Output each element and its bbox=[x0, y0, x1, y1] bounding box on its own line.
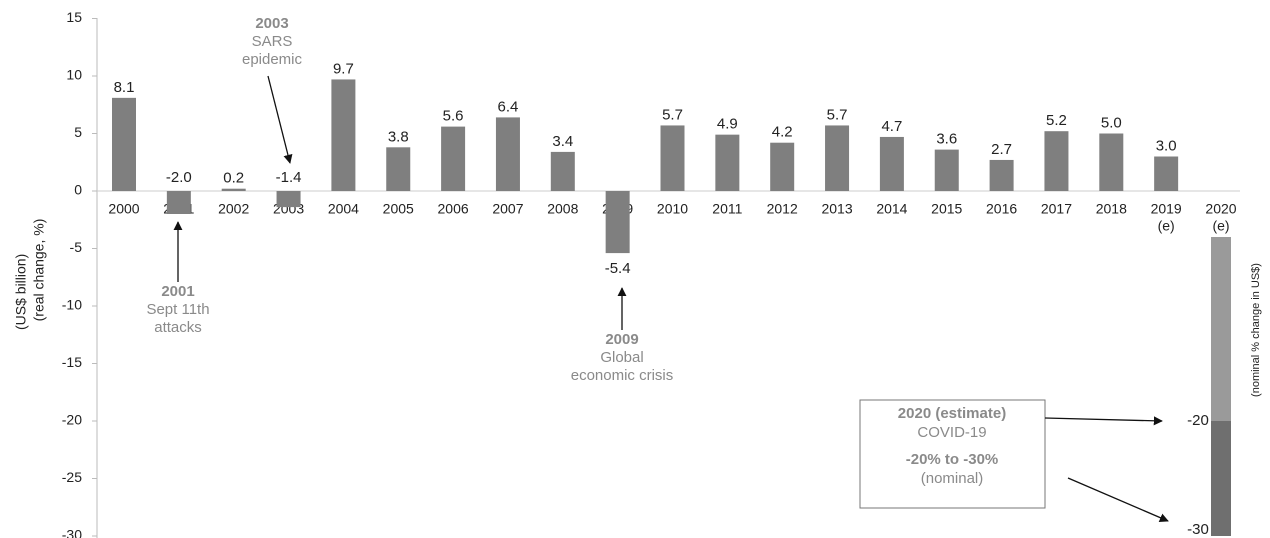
x-tick-label: 2004 bbox=[328, 201, 359, 217]
value-label: -5.4 bbox=[605, 260, 631, 277]
x-tick-label: 2008 bbox=[547, 201, 578, 217]
x-tick-label: 2012 bbox=[767, 201, 798, 217]
bar bbox=[276, 191, 301, 208]
bar bbox=[386, 147, 411, 191]
value-label: 4.9 bbox=[717, 116, 738, 133]
value-label: 3.6 bbox=[936, 131, 957, 148]
value-label: 5.7 bbox=[662, 106, 683, 123]
y2-axis-label: (nominal % change in US$) bbox=[1250, 263, 1262, 397]
y-axis-label-cut: (US$ billion) bbox=[13, 254, 29, 330]
bar bbox=[1099, 133, 1124, 191]
annotation-text: attacks bbox=[154, 319, 202, 336]
estimate-label: -30 bbox=[1187, 521, 1209, 538]
value-label: -1.4 bbox=[276, 169, 302, 186]
x-tick-label: 2007 bbox=[492, 201, 523, 217]
bar bbox=[495, 117, 520, 191]
value-label: 3.8 bbox=[388, 128, 409, 145]
box-range: -20% to -30% bbox=[906, 451, 999, 468]
y-tick-label: -20 bbox=[62, 412, 82, 428]
bar bbox=[934, 149, 959, 191]
bar bbox=[770, 142, 795, 191]
y-tick-label: 5 bbox=[74, 124, 82, 140]
annotation-text: SARS bbox=[252, 33, 293, 50]
arrow bbox=[1067, 477, 1169, 522]
y-tick-label: -15 bbox=[62, 354, 82, 370]
value-label: 4.2 bbox=[772, 124, 793, 141]
estimate-label: -20 bbox=[1187, 412, 1209, 429]
arrow bbox=[267, 75, 293, 164]
value-label: 5.7 bbox=[827, 106, 848, 123]
value-label: 5.2 bbox=[1046, 112, 1067, 129]
annotation-title: 2009 bbox=[605, 331, 638, 348]
bar bbox=[550, 151, 575, 191]
box-title: 2020 (estimate) bbox=[898, 405, 1006, 422]
y-tick-label: -30 bbox=[62, 527, 82, 538]
x-tick-label: 2006 bbox=[438, 201, 469, 217]
note-box bbox=[859, 399, 1046, 509]
x-tick-label: 2018 bbox=[1096, 201, 1127, 217]
bar bbox=[166, 191, 191, 214]
bar bbox=[221, 188, 246, 191]
value-label: 9.7 bbox=[333, 60, 354, 77]
x-tick-label: 2020 bbox=[1205, 201, 1236, 217]
bar bbox=[605, 191, 630, 254]
bar bbox=[1154, 156, 1179, 191]
value-label: 5.0 bbox=[1101, 114, 1122, 131]
x-tick-label: 2005 bbox=[383, 201, 414, 217]
box-subtitle: COVID-19 bbox=[917, 424, 986, 441]
bar bbox=[879, 136, 904, 191]
x-tick-label: 2011 bbox=[712, 201, 742, 217]
y-axis-label: (real change, %) bbox=[31, 219, 47, 322]
annotation-text: economic crisis bbox=[571, 367, 674, 384]
arrow bbox=[1044, 416, 1163, 426]
bar bbox=[112, 97, 136, 191]
x-tick-note: (e) bbox=[1212, 218, 1229, 234]
x-tick-label: 2000 bbox=[108, 201, 139, 217]
y-tick-label: 15 bbox=[66, 9, 82, 25]
x-tick-label: 2013 bbox=[821, 201, 852, 217]
x-tick-label: 2017 bbox=[1041, 201, 1072, 217]
bar bbox=[715, 134, 740, 191]
box-note: (nominal) bbox=[921, 470, 984, 487]
annotation-text: epidemic bbox=[242, 51, 303, 68]
y-tick-label: 0 bbox=[74, 182, 82, 198]
x-tick-note: (e) bbox=[1158, 218, 1175, 234]
estimate-bar bbox=[1211, 237, 1231, 421]
annotation-text: Global bbox=[600, 349, 643, 366]
annotation-text: Sept 11th bbox=[146, 301, 209, 318]
value-label: -2.0 bbox=[166, 169, 192, 186]
x-tick-label: 2016 bbox=[986, 201, 1017, 217]
value-label: 6.4 bbox=[498, 98, 519, 115]
value-label: 0.2 bbox=[223, 170, 244, 187]
value-label: 3.0 bbox=[1156, 137, 1177, 154]
x-tick-label: 2002 bbox=[218, 201, 249, 217]
x-tick-label: 2014 bbox=[876, 201, 907, 217]
estimate-bar bbox=[1211, 421, 1231, 536]
value-label: 4.7 bbox=[881, 118, 902, 135]
bar bbox=[331, 79, 356, 191]
annotation-title: 2003 bbox=[255, 15, 288, 32]
y-tick-label: -5 bbox=[70, 239, 83, 255]
bar bbox=[441, 126, 466, 191]
bar bbox=[1044, 131, 1069, 191]
y-tick-label: 10 bbox=[66, 67, 82, 83]
y-tick-label: -10 bbox=[62, 297, 82, 313]
value-label: 2.7 bbox=[991, 141, 1012, 158]
value-label: 8.1 bbox=[114, 79, 135, 96]
annotation-title: 2001 bbox=[161, 283, 194, 300]
x-tick-label: 2010 bbox=[657, 201, 688, 217]
x-tick-label: 2015 bbox=[931, 201, 962, 217]
y-tick-label: -25 bbox=[62, 469, 82, 485]
value-label: 5.6 bbox=[443, 108, 464, 125]
bar bbox=[660, 125, 685, 191]
bar bbox=[825, 125, 850, 191]
x-tick-label: 2019 bbox=[1151, 201, 1182, 217]
value-label: 3.4 bbox=[552, 133, 573, 150]
bar bbox=[989, 159, 1014, 191]
